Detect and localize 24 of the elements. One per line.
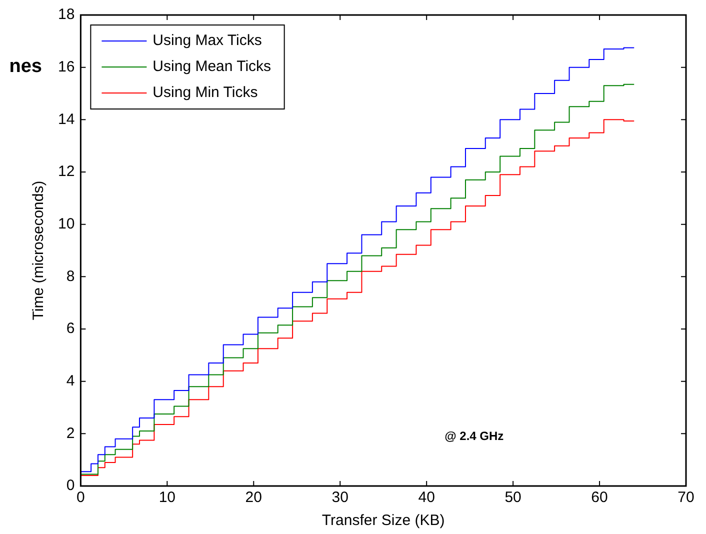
y-tick-label: 10 <box>58 215 75 232</box>
x-tick-label: 30 <box>332 489 348 506</box>
x-tick-label: 20 <box>245 489 262 506</box>
y-tick-label: 6 <box>66 320 75 338</box>
y-axis-title: Time (microseconds) <box>30 180 48 320</box>
y-tick-label: 0 <box>66 477 75 494</box>
annotation: @ 2.4 GHz <box>444 428 504 443</box>
legend-label: Using Max Ticks <box>152 32 262 50</box>
y-tick-label: 12 <box>58 163 75 180</box>
x-tick-label: 60 <box>591 489 608 506</box>
y-tick-label: 2 <box>66 424 75 442</box>
legend-label: Using Min Ticks <box>152 84 258 102</box>
x-axis-title: Transfer Size (KB) <box>322 512 445 530</box>
legend-label: Using Mean Ticks <box>152 58 272 76</box>
y-tick-label: 8 <box>66 268 75 285</box>
text: nes <box>9 56 42 78</box>
y-tick-label: 4 <box>66 372 75 390</box>
x-tick-label: 50 <box>504 489 522 506</box>
x-tick-label: 40 <box>418 489 435 506</box>
x-tick-label: 10 <box>158 489 176 506</box>
y-tick-label: 18 <box>58 6 75 24</box>
y-tick-label: 16 <box>58 58 75 76</box>
x-tick-label: 70 <box>678 489 694 506</box>
y-tick-label: 14 <box>58 110 75 128</box>
